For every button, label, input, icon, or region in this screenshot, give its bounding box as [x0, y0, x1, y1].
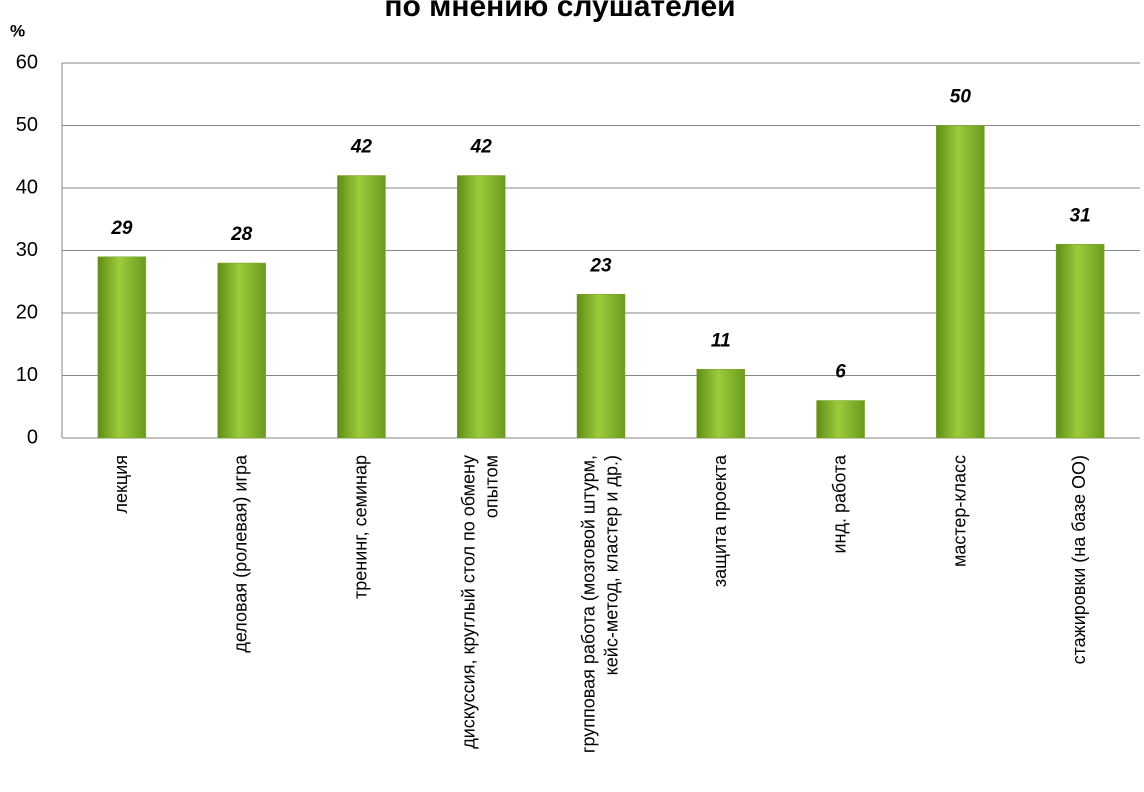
y-tick-label: 10	[16, 364, 38, 386]
value-label: 50	[950, 87, 972, 108]
value-label: 42	[350, 137, 373, 158]
x-tick-label: лекция	[111, 455, 131, 514]
bar	[337, 175, 386, 439]
bar	[696, 369, 746, 439]
bar	[97, 256, 147, 439]
y-axis-label: %	[10, 21, 25, 40]
x-tick-label: тренинг, семинар	[350, 455, 370, 599]
value-label: 29	[110, 218, 133, 239]
x-tick-label: защита проекта	[710, 454, 730, 587]
value-label: 23	[589, 255, 612, 276]
y-tick-label: 50	[16, 114, 38, 136]
y-tick-label: 60	[16, 51, 38, 73]
bar	[217, 262, 266, 439]
value-label: 28	[230, 224, 253, 245]
x-tick-label: мастер-класс	[949, 455, 969, 567]
y-tick-label: 40	[16, 176, 38, 198]
y-tick-label: 20	[16, 301, 38, 323]
x-tick-label: стажировки (на базе ОО)	[1069, 455, 1089, 664]
value-label: 11	[711, 330, 731, 351]
chart-title: по мнению слушателей	[384, 0, 735, 23]
bar	[576, 294, 626, 439]
value-label: 6	[835, 362, 846, 383]
value-label: 31	[1070, 205, 1091, 226]
y-tick-label: 0	[27, 426, 38, 448]
x-tick-label: групповая работа (мозговой штурм, кейс-ме…	[578, 455, 621, 753]
bar	[816, 400, 865, 439]
bar	[456, 175, 506, 439]
value-label: 42	[470, 137, 493, 158]
x-tick-label: деловая (ролевая) игра	[230, 454, 250, 653]
x-tick-label: дискуссия, круглый стол по обмену опытом	[458, 455, 501, 749]
bar	[936, 125, 985, 439]
bar	[1055, 244, 1105, 439]
y-tick-label: 30	[16, 239, 38, 261]
x-tick-label: инд. работа	[829, 454, 849, 553]
